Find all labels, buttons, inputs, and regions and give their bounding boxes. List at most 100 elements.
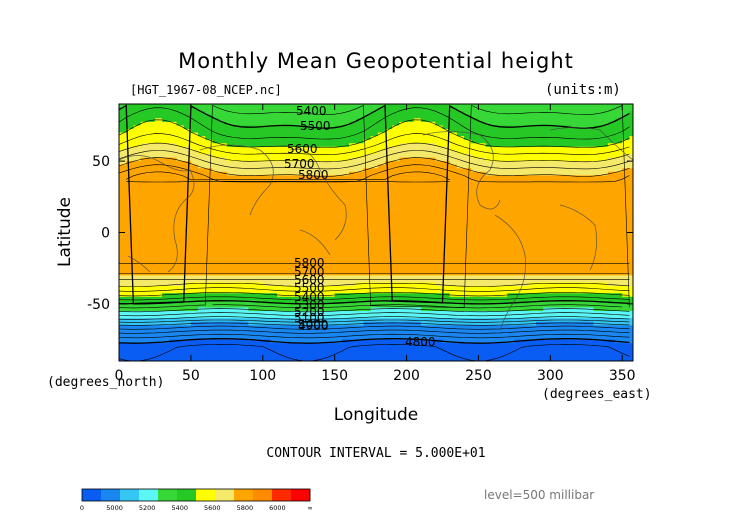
band-cell <box>377 136 386 141</box>
band-cell <box>140 303 149 309</box>
band-cell <box>320 268 329 273</box>
band-cell <box>370 118 379 123</box>
band-cell <box>255 250 264 255</box>
band-cell <box>349 193 357 198</box>
band-cell <box>234 200 242 205</box>
band-cell <box>615 189 623 194</box>
band-cell <box>212 232 221 237</box>
band-cell <box>305 139 314 144</box>
band-cell <box>255 211 264 216</box>
band-cell <box>298 153 307 159</box>
band-cell <box>586 161 595 166</box>
band-cell <box>226 300 235 305</box>
band-cell <box>384 228 393 234</box>
band-cell <box>277 161 285 166</box>
band-cell <box>133 328 142 334</box>
band-cell <box>392 353 400 359</box>
band-cell <box>550 346 559 351</box>
band-cell <box>248 186 257 191</box>
band-cell <box>449 168 458 173</box>
band-cell <box>377 168 386 173</box>
band-cell <box>269 196 278 201</box>
band-cell <box>535 157 544 162</box>
band-cell <box>535 171 544 176</box>
band-cell <box>456 257 465 262</box>
band-cell <box>586 332 595 337</box>
band-cell <box>392 325 400 330</box>
band-cell <box>370 175 379 180</box>
band-cell <box>241 175 249 180</box>
band-cell <box>557 278 566 284</box>
band-cell <box>183 243 192 248</box>
band-cell <box>327 118 336 123</box>
band-cell <box>571 257 580 262</box>
band-cell <box>406 168 415 173</box>
band-cell <box>162 253 170 259</box>
band-cell <box>255 296 264 301</box>
band-cell <box>557 336 566 341</box>
band-cell <box>413 289 422 294</box>
band-cell <box>607 104 616 109</box>
band-cell <box>535 136 544 141</box>
band-cell <box>356 218 365 223</box>
band-cell <box>313 339 321 344</box>
band-cell <box>291 175 300 180</box>
band-cell <box>140 246 149 251</box>
band-cell <box>442 168 451 173</box>
band-cell <box>147 104 156 109</box>
band-cell <box>119 196 127 201</box>
band-cell <box>349 318 357 323</box>
band-cell <box>313 200 321 205</box>
band-cell <box>356 125 365 130</box>
band-cell <box>557 236 566 241</box>
band-cell <box>298 311 307 316</box>
band-cell <box>413 325 422 330</box>
band-cell <box>183 350 192 355</box>
band-cell <box>313 321 321 326</box>
band-cell <box>471 278 480 284</box>
band-cell <box>269 246 278 251</box>
band-cell <box>399 143 408 148</box>
band-cell <box>593 353 602 359</box>
band-cell <box>248 339 257 344</box>
band-cell <box>557 275 566 280</box>
band-cell <box>471 157 480 162</box>
band-cell <box>248 282 257 287</box>
band-cell <box>126 128 134 134</box>
band-cell <box>449 357 458 361</box>
band-cell <box>528 178 537 184</box>
band-cell <box>406 336 415 341</box>
band-cell <box>471 275 480 280</box>
band-cell <box>147 171 156 176</box>
band-cell <box>478 321 487 326</box>
band-cell <box>298 236 307 241</box>
band-cell <box>392 278 400 284</box>
band-cell <box>313 328 321 334</box>
band-cell <box>607 250 616 255</box>
band-cell <box>442 303 451 309</box>
band-cell <box>126 332 134 337</box>
band-cell <box>406 243 415 248</box>
band-cell <box>291 125 300 130</box>
band-cell <box>320 214 329 219</box>
band-cell <box>140 282 149 287</box>
band-cell <box>442 214 451 219</box>
band-cell <box>183 221 192 226</box>
band-cell <box>557 139 566 144</box>
band-cell <box>392 257 400 262</box>
band-cell <box>363 189 372 194</box>
band-cell <box>521 107 530 112</box>
band-cell <box>600 182 609 187</box>
band-cell <box>226 325 235 330</box>
band-cell <box>464 114 472 119</box>
band-cell <box>449 332 458 337</box>
band-cell <box>119 107 127 112</box>
band-cell <box>478 257 487 262</box>
band-cell <box>190 193 199 198</box>
band-cell <box>435 357 444 361</box>
band-cell <box>262 350 271 355</box>
band-cell <box>492 104 501 109</box>
band-cell <box>126 325 134 330</box>
band-cell <box>183 339 192 344</box>
band-cell <box>262 161 271 166</box>
